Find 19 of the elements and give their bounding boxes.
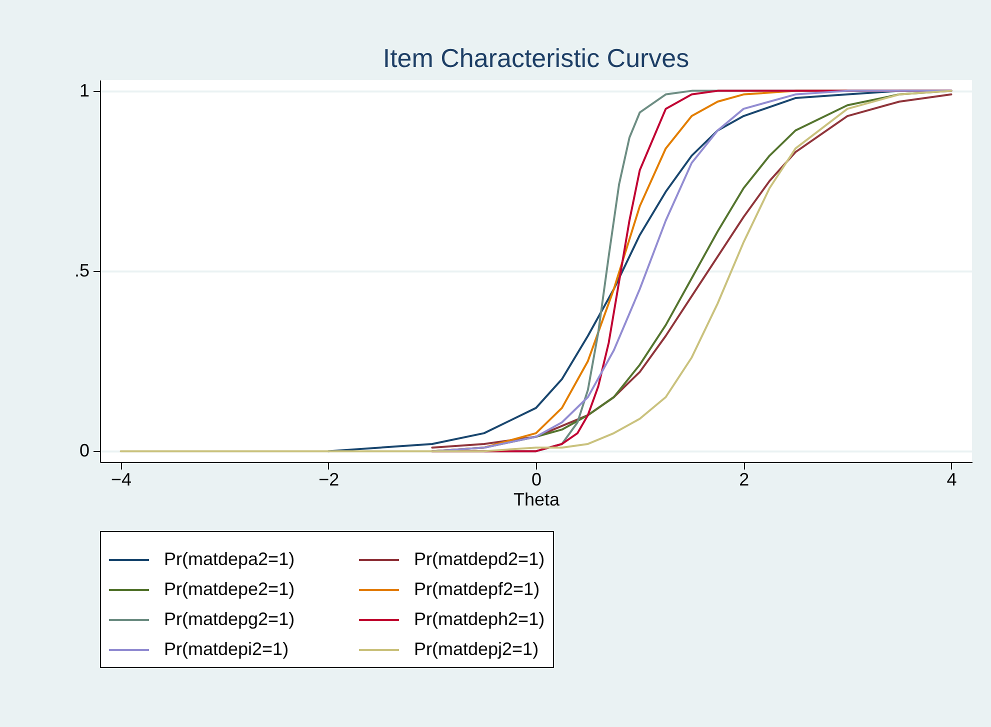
chart-title: Item Characteristic Curves — [382, 43, 690, 73]
y-tick-label: 0 — [79, 440, 90, 461]
y-tick-label: 1 — [79, 80, 90, 100]
legend-label: Pr(matdepe2=1) — [164, 579, 295, 599]
x-axis-title: Theta — [513, 490, 560, 510]
legend-label: Pr(matdepf2=1) — [414, 579, 540, 599]
legend-label: Pr(matdeph2=1) — [414, 609, 545, 629]
x-tick-label: 4 — [946, 470, 957, 490]
x-tick-label: −4 — [110, 470, 132, 490]
legend-label: Pr(matdepd2=1) — [414, 549, 545, 569]
legend-label: Pr(matdepg2=1) — [164, 609, 295, 629]
line-series — [120, 90, 952, 452]
x-tick-label: 2 — [739, 470, 750, 490]
legend-label: Pr(matdepj2=1) — [414, 639, 539, 659]
legend-label: Pr(matdepi2=1) — [164, 639, 289, 659]
legend-label: Pr(matdepa2=1) — [164, 549, 295, 569]
y-tick-label: .5 — [74, 260, 90, 280]
x-tick-label: 0 — [531, 470, 542, 490]
x-tick-label: −2 — [318, 470, 340, 490]
